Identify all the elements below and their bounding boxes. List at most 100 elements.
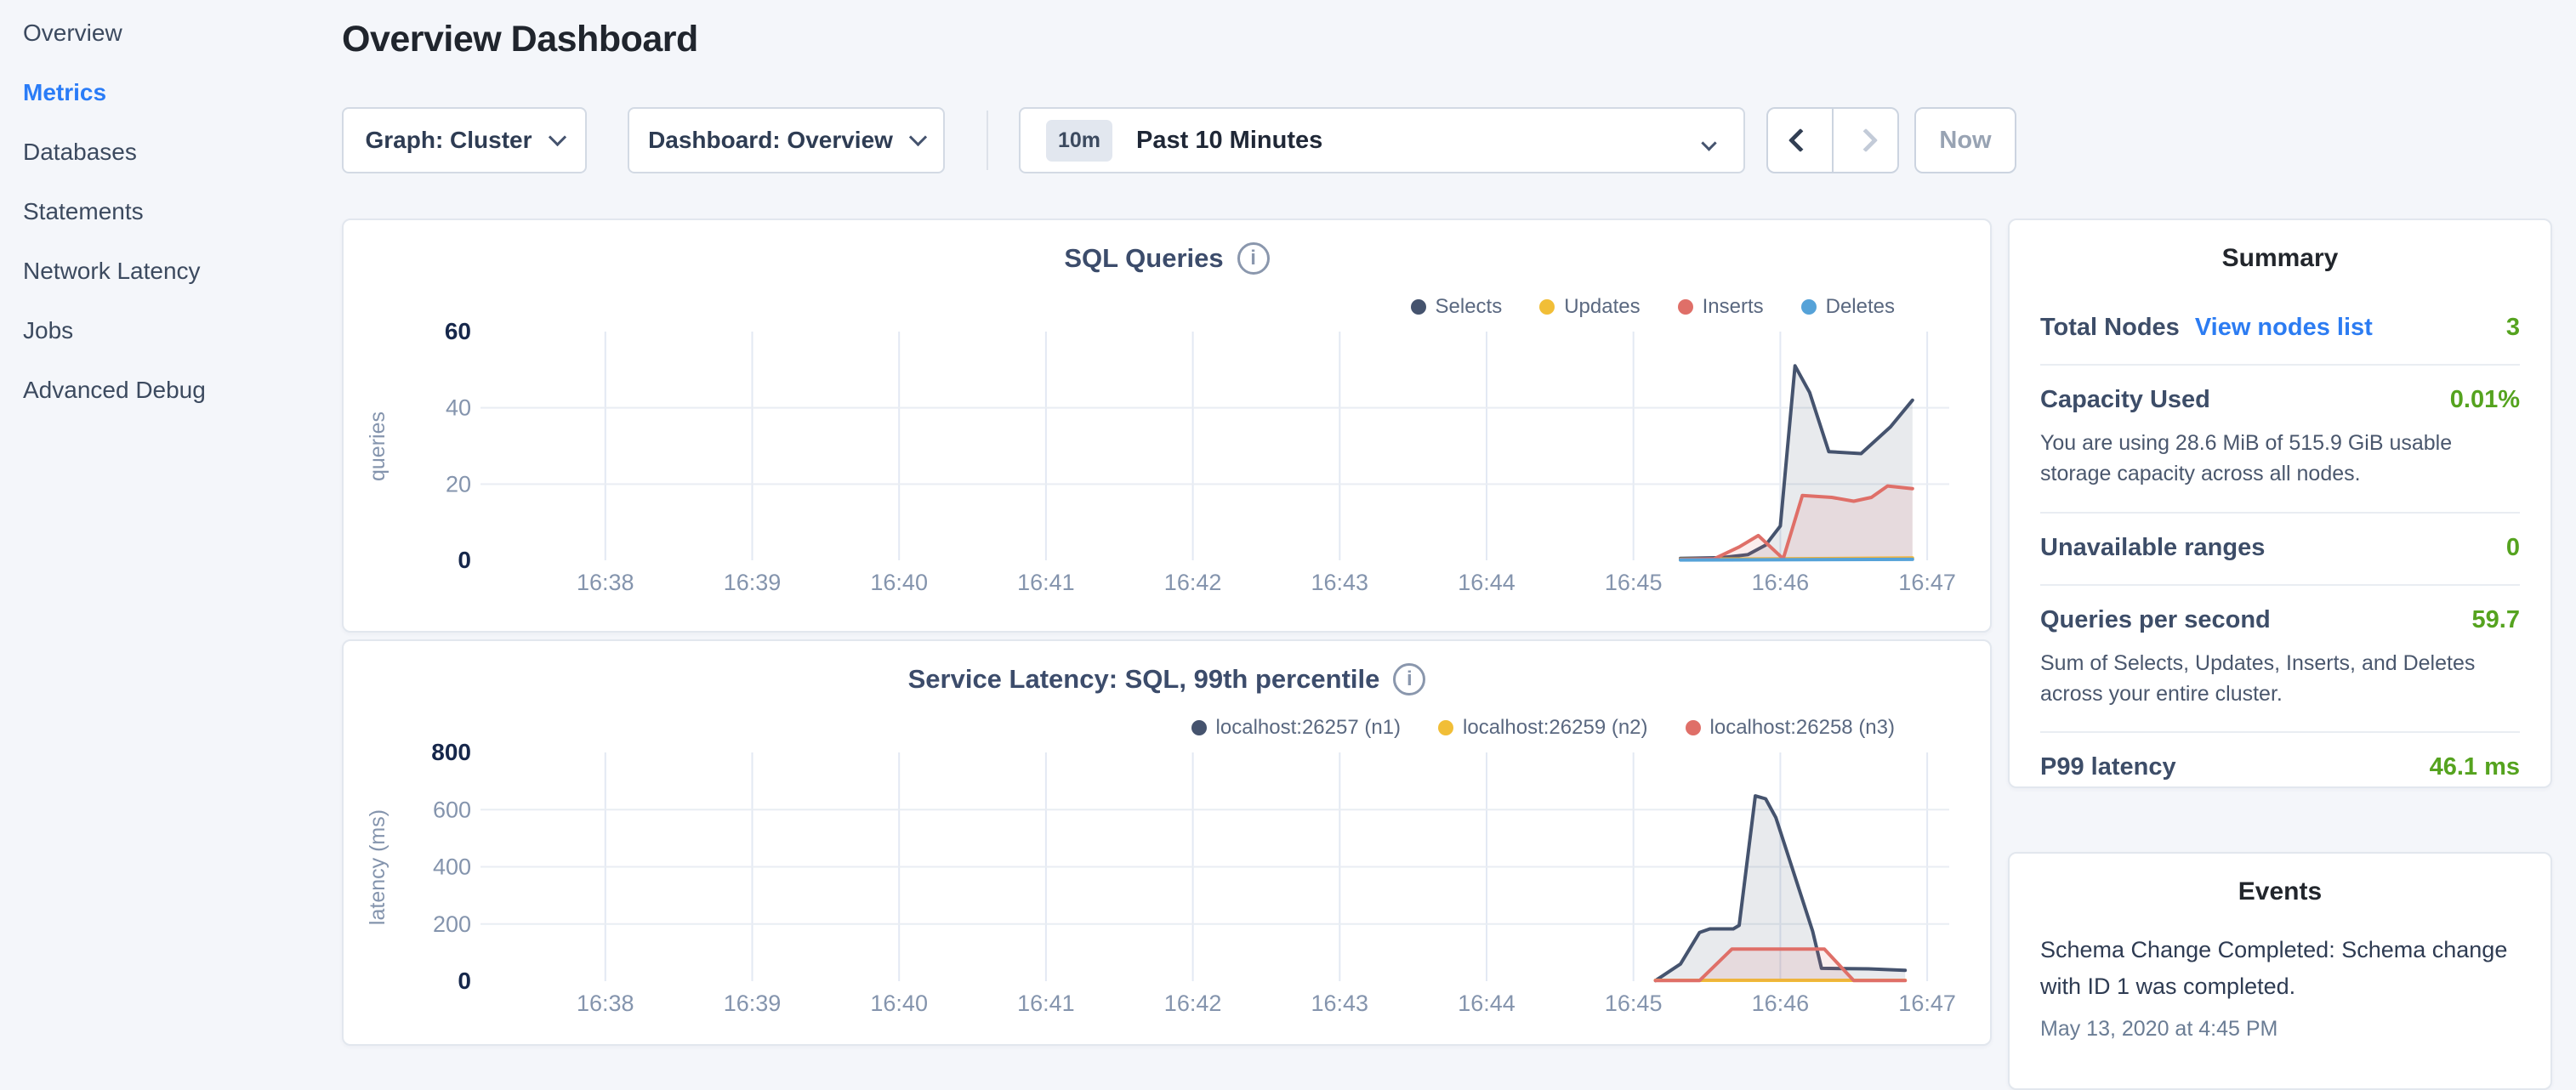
svg-text:16:41: 16:41: [1017, 991, 1075, 1016]
graph-scope-dropdown[interactable]: Graph: Cluster: [342, 107, 587, 173]
chart-title: SQL Queries: [1064, 243, 1224, 273]
legend-dot-icon: [1438, 720, 1454, 735]
legend-dot-icon: [1539, 299, 1555, 315]
time-step-button-group: [1766, 107, 1899, 173]
legend-item[interactable]: localhost:26258 (n3): [1685, 716, 1895, 740]
legend-dot-icon: [1191, 720, 1207, 735]
svg-text:16:43: 16:43: [1311, 570, 1369, 595]
svg-text:0: 0: [458, 968, 471, 994]
event-timestamp: May 13, 2020 at 4:45 PM: [2040, 1017, 2278, 1042]
summary-panel-title: Summary: [2221, 244, 2339, 272]
legend-dot-icon: [1677, 299, 1693, 315]
dashboard-dropdown[interactable]: Dashboard: Overview: [628, 107, 945, 173]
sidebar-item-advanced-debug[interactable]: Advanced Debug: [23, 377, 206, 403]
legend-item[interactable]: Updates: [1539, 295, 1641, 319]
svg-text:16:42: 16:42: [1164, 570, 1222, 595]
event-list-item[interactable]: Schema Change Completed: Schema change w…: [2040, 932, 2520, 1042]
legend-label: Updates: [1564, 295, 1641, 318]
event-message: Schema Change Completed: Schema change w…: [2040, 937, 2508, 1000]
time-range-label: Past 10 Minutes: [1136, 126, 1323, 154]
svg-text:16:46: 16:46: [1752, 991, 1810, 1016]
sidebar-item-statements[interactable]: Statements: [23, 198, 144, 224]
sidebar-item-metrics[interactable]: Metrics: [23, 79, 107, 105]
sql-queries-chart[interactable]: 16:38 16:39 16:40 16:41 16:42 16:43 16:44 16:45…: [344, 314, 1993, 611]
summary-value: 3: [2505, 314, 2520, 341]
svg-text:16:44: 16:44: [1458, 570, 1515, 595]
summary-label: Total Nodes: [2040, 314, 2180, 341]
svg-text:400: 400: [433, 854, 471, 880]
legend-label: localhost:26257 (n1): [1215, 716, 1402, 739]
svg-text:16:42: 16:42: [1164, 991, 1222, 1016]
dashboard-dropdown-label: Dashboard: Overview: [648, 127, 893, 153]
legend-dot-icon: [1685, 720, 1701, 735]
svg-text:16:40: 16:40: [870, 570, 928, 595]
svg-text:20: 20: [446, 471, 471, 497]
svg-text:16:43: 16:43: [1311, 991, 1369, 1016]
toolbar-divider: [987, 111, 988, 170]
svg-text:16:47: 16:47: [1898, 570, 1956, 595]
svg-text:16:45: 16:45: [1605, 991, 1663, 1016]
cluster-summary-panel: Summary Total Nodes View nodes list 3 Ca…: [2008, 219, 2552, 788]
svg-text:16:38: 16:38: [577, 991, 634, 1016]
service-latency-chart[interactable]: 16:38 16:39 16:40 16:41 16:42 16:43 16:44 16:45…: [344, 735, 1993, 1032]
svg-text:queries: queries: [366, 412, 390, 481]
svg-text:16:39: 16:39: [724, 991, 782, 1016]
now-button[interactable]: Now: [1914, 107, 2016, 173]
chevron-left-icon: [1788, 128, 1812, 153]
legend-item[interactable]: localhost:26257 (n1): [1191, 716, 1401, 740]
chart-title: Service Latency: SQL, 99th percentile: [907, 664, 1380, 694]
svg-text:16:40: 16:40: [870, 991, 928, 1016]
legend-item[interactable]: Selects: [1410, 295, 1503, 319]
summary-label: Capacity Used: [2040, 386, 2210, 413]
chevron-down-icon: [908, 128, 928, 146]
summary-label: Queries per second: [2040, 605, 2271, 633]
page-title: Overview Dashboard: [342, 19, 698, 60]
summary-row-p99-latency: P99 latency 46.1 ms: [2040, 733, 2520, 803]
legend-label: Deletes: [1825, 295, 1895, 318]
svg-text:16:41: 16:41: [1017, 570, 1075, 595]
svg-text:600: 600: [433, 797, 471, 822]
summary-description: Sum of Selects, Updates, Inserts, and De…: [2040, 650, 2476, 706]
info-icon[interactable]: i: [1393, 663, 1426, 695]
svg-text:16:46: 16:46: [1752, 570, 1810, 595]
legend-item[interactable]: localhost:26259 (n2): [1438, 716, 1648, 740]
sidebar-item-network-latency[interactable]: Network Latency: [23, 258, 201, 284]
sql-queries-chart-card: SQL Queries i Selects Updates Inserts Delet…: [342, 219, 1992, 633]
chevron-down-icon: [1701, 135, 1717, 151]
summary-value: 59.7: [2471, 605, 2520, 633]
svg-text:16:45: 16:45: [1605, 570, 1663, 595]
summary-label: Unavailable ranges: [2040, 533, 2266, 561]
view-nodes-list-link[interactable]: View nodes list: [2194, 314, 2373, 341]
svg-text:16:38: 16:38: [577, 570, 634, 595]
svg-text:latency (ms): latency (ms): [366, 809, 390, 925]
legend-item[interactable]: Inserts: [1677, 295, 1764, 319]
info-icon[interactable]: i: [1237, 242, 1270, 275]
time-range-dropdown[interactable]: 10m Past 10 Minutes: [1019, 107, 1745, 173]
time-step-forward-button[interactable]: [1832, 109, 1897, 172]
svg-text:200: 200: [433, 911, 471, 937]
sidebar: Overview Metrics Databases Statements Ne…: [0, 3, 327, 420]
legend-dot-icon: [1800, 299, 1817, 315]
sidebar-item-overview[interactable]: Overview: [23, 20, 122, 46]
legend-label: Inserts: [1702, 295, 1764, 318]
chart-legend: localhost:26257 (n1) localhost:26259 (n2)…: [1191, 716, 1895, 740]
chart-legend: Selects Updates Inserts Deletes: [1410, 295, 1895, 319]
svg-text:60: 60: [445, 318, 471, 344]
chevron-down-icon: [548, 128, 566, 146]
legend-label: localhost:26258 (n3): [1709, 716, 1895, 739]
sidebar-item-databases[interactable]: Databases: [23, 139, 137, 165]
time-range-badge: 10m: [1046, 119, 1113, 162]
legend-item[interactable]: Deletes: [1800, 295, 1895, 319]
sidebar-item-jobs[interactable]: Jobs: [23, 317, 74, 343]
legend-dot-icon: [1410, 299, 1426, 315]
now-button-label: Now: [1939, 126, 1992, 154]
legend-label: localhost:26259 (n2): [1463, 716, 1648, 739]
summary-row-total-nodes: Total Nodes View nodes list 3: [2040, 293, 2520, 366]
svg-text:16:39: 16:39: [724, 570, 782, 595]
summary-row-unavailable-ranges: Unavailable ranges 0: [2040, 514, 2520, 586]
legend-label: Selects: [1435, 295, 1503, 318]
svg-text:16:44: 16:44: [1458, 991, 1515, 1016]
time-step-back-button[interactable]: [1768, 109, 1832, 172]
svg-text:40: 40: [446, 395, 471, 421]
service-latency-chart-card: Service Latency: SQL, 99th percentile i …: [342, 639, 1992, 1046]
